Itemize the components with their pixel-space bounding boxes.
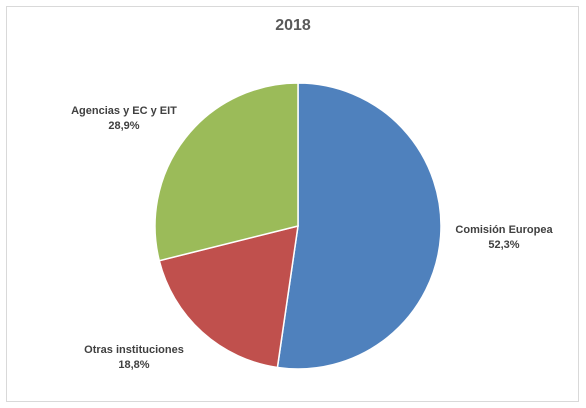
pie-labels: Comisión Europea 52,3% Otras instituciones… (71, 105, 553, 371)
pie-slice-1 (276, 82, 442, 370)
slice-label-value-1: 52,3% (488, 239, 519, 251)
slice-label-category-2: Otras instituciones (84, 344, 184, 356)
pie-slice-3 (154, 82, 299, 262)
chart-title: 2018 (275, 17, 311, 34)
pie-slices (154, 82, 442, 370)
slice-label-category-1: Comisión Europea (455, 224, 553, 236)
slice-label-category-3: Agencias y EC y EIT (71, 105, 177, 117)
pie-slice-2 (158, 225, 299, 369)
slice-label-value-2: 18,8% (118, 359, 149, 371)
slice-label-value-3: 28,9% (108, 120, 139, 132)
